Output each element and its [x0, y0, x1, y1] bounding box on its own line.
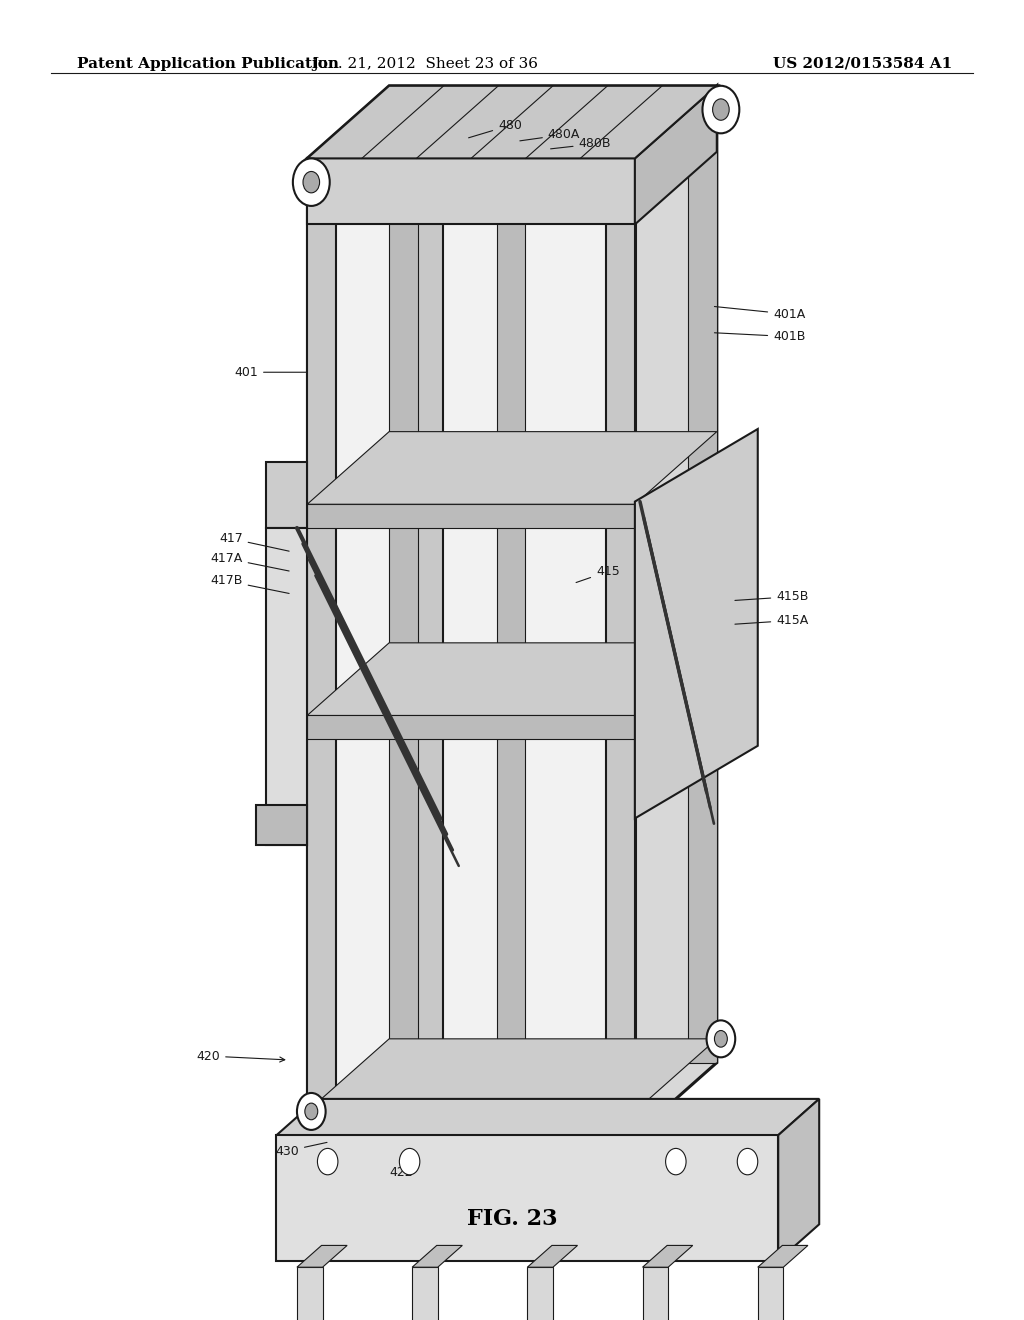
Polygon shape	[635, 1063, 717, 1135]
Polygon shape	[643, 1267, 669, 1320]
Circle shape	[702, 86, 739, 133]
Text: US 2012/0153584 A1: US 2012/0153584 A1	[773, 57, 952, 71]
Polygon shape	[635, 455, 717, 528]
Text: 401: 401	[234, 366, 306, 379]
Polygon shape	[276, 1135, 778, 1261]
Polygon shape	[688, 86, 717, 1063]
Polygon shape	[297, 1246, 347, 1267]
Circle shape	[305, 1104, 317, 1119]
Text: 430: 430	[275, 1142, 327, 1158]
Polygon shape	[758, 1246, 808, 1267]
Polygon shape	[307, 504, 635, 528]
Polygon shape	[758, 1267, 783, 1320]
Polygon shape	[527, 1246, 578, 1267]
Circle shape	[715, 1031, 727, 1047]
Polygon shape	[415, 158, 443, 1135]
Text: 401A: 401A	[715, 306, 805, 321]
Polygon shape	[778, 1098, 819, 1261]
Text: 401B: 401B	[715, 330, 806, 343]
Circle shape	[399, 1148, 420, 1175]
Circle shape	[293, 158, 330, 206]
Polygon shape	[606, 158, 635, 1135]
Polygon shape	[307, 86, 717, 158]
Polygon shape	[389, 86, 418, 1063]
Polygon shape	[297, 1267, 323, 1320]
Circle shape	[707, 1020, 735, 1057]
Polygon shape	[643, 1246, 693, 1267]
Text: 417B: 417B	[210, 574, 289, 594]
Circle shape	[303, 172, 319, 193]
Polygon shape	[266, 528, 307, 845]
Circle shape	[737, 1148, 758, 1175]
Polygon shape	[276, 1098, 819, 1135]
Polygon shape	[307, 86, 418, 158]
Polygon shape	[256, 805, 307, 845]
Polygon shape	[635, 667, 717, 739]
Circle shape	[317, 1148, 338, 1175]
Polygon shape	[412, 1267, 438, 1320]
Text: 415A: 415A	[735, 614, 808, 627]
Polygon shape	[307, 158, 336, 1135]
Text: Patent Application Publication: Patent Application Publication	[77, 57, 339, 71]
Polygon shape	[497, 86, 525, 1063]
Circle shape	[666, 1148, 686, 1175]
Polygon shape	[266, 462, 307, 528]
Text: 422: 422	[389, 1160, 418, 1179]
Polygon shape	[307, 158, 635, 224]
Text: 480A: 480A	[520, 128, 581, 141]
Text: 420: 420	[197, 1049, 285, 1063]
Text: 480B: 480B	[551, 137, 611, 150]
Text: 417A: 417A	[211, 552, 289, 572]
Polygon shape	[635, 86, 717, 1135]
Polygon shape	[307, 86, 717, 158]
Polygon shape	[307, 715, 635, 739]
Circle shape	[713, 99, 729, 120]
Text: 417: 417	[219, 532, 289, 552]
Polygon shape	[606, 86, 717, 158]
Text: FIG. 23: FIG. 23	[467, 1208, 557, 1230]
Polygon shape	[307, 1111, 635, 1135]
Polygon shape	[635, 86, 717, 224]
Polygon shape	[307, 158, 635, 1135]
Polygon shape	[307, 1039, 717, 1111]
Polygon shape	[307, 643, 717, 715]
Circle shape	[297, 1093, 326, 1130]
Text: 480: 480	[469, 119, 522, 137]
Polygon shape	[307, 432, 717, 504]
Polygon shape	[415, 86, 525, 158]
Text: 415: 415	[577, 565, 620, 582]
Polygon shape	[527, 1267, 553, 1320]
Text: Jun. 21, 2012  Sheet 23 of 36: Jun. 21, 2012 Sheet 23 of 36	[312, 57, 538, 71]
Text: 415B: 415B	[735, 590, 809, 603]
Polygon shape	[635, 429, 758, 818]
Polygon shape	[412, 1246, 463, 1267]
